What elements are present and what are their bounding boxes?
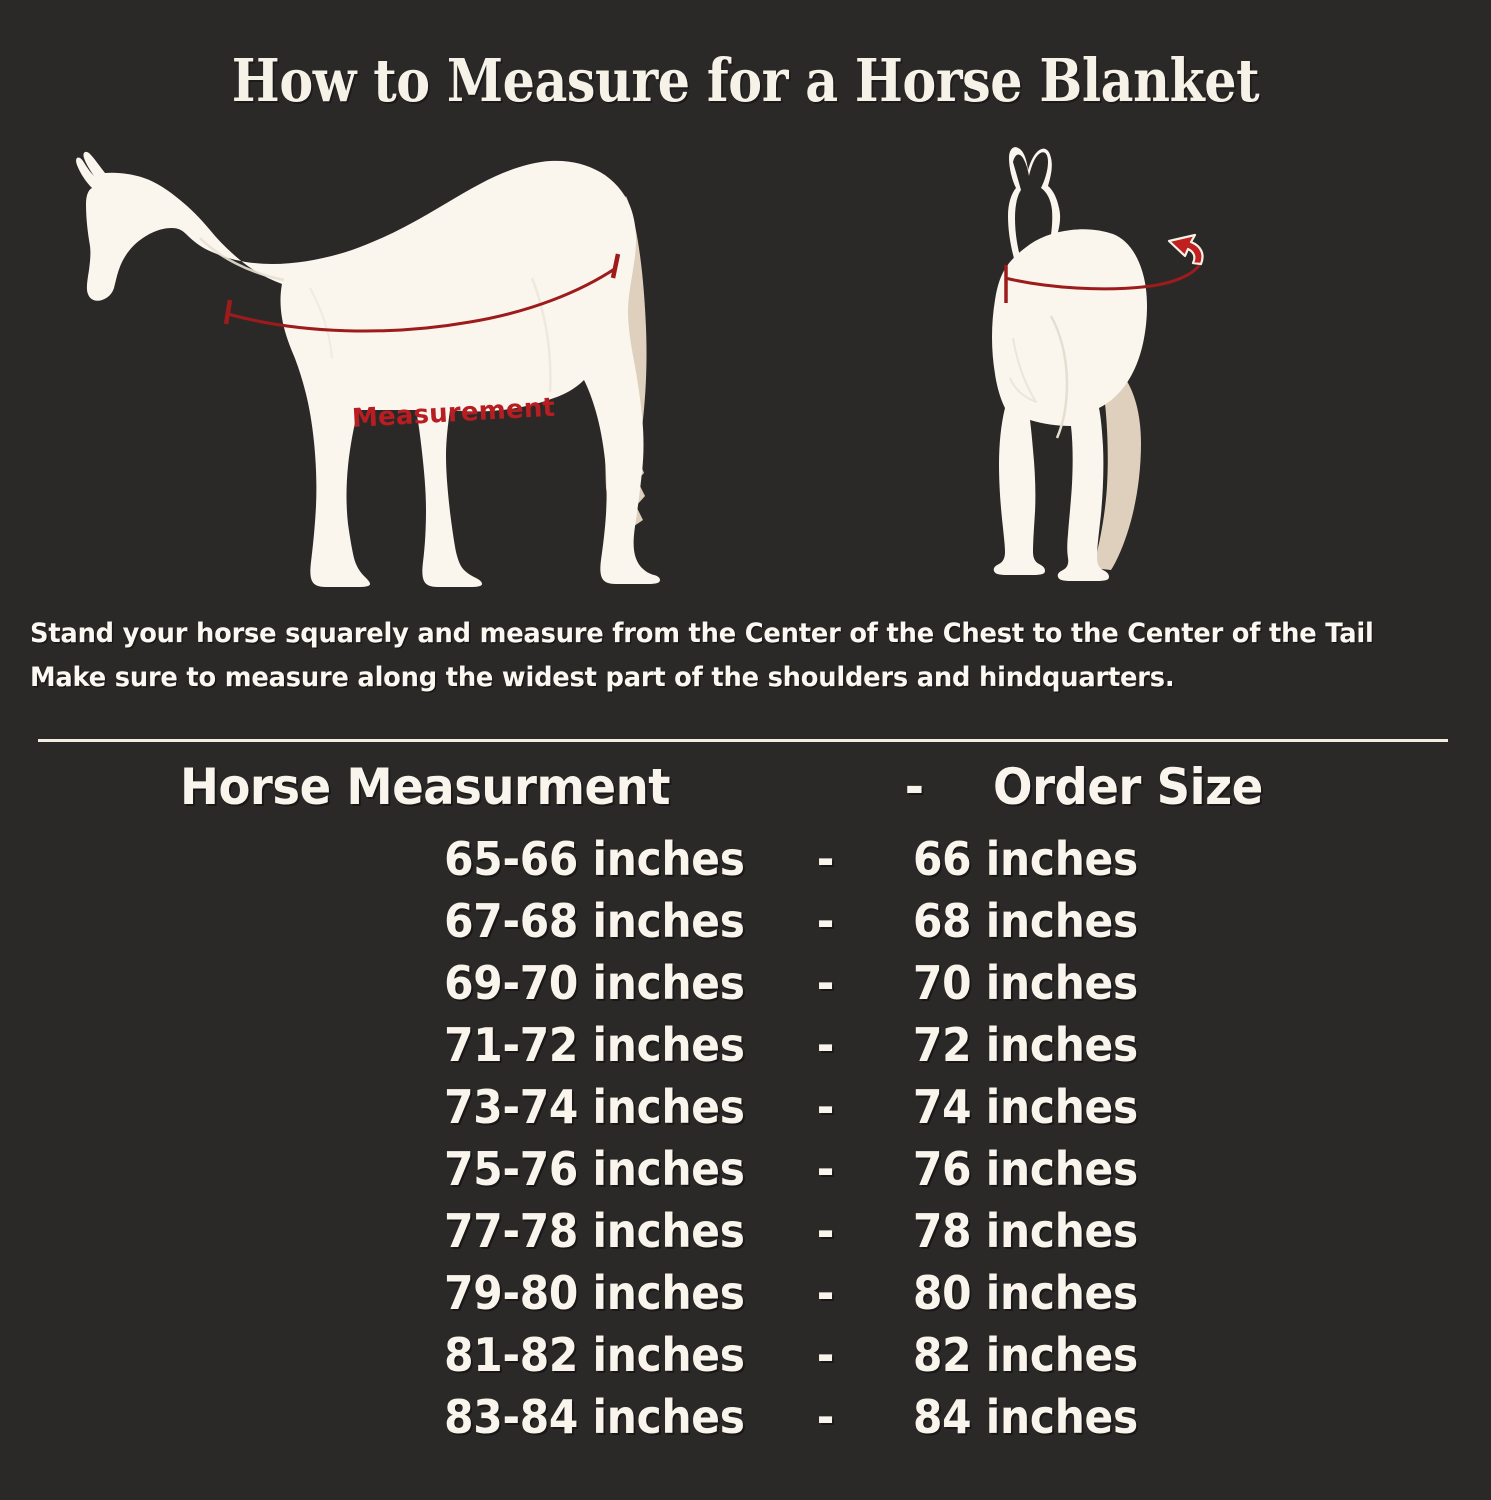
header-order-size: Order Size [992, 758, 1263, 816]
page-title: How to Measure for a Horse Blanket [231, 46, 1260, 115]
cell-separator: - [816, 956, 834, 1010]
instructions-text: Stand your horse squarely and measure fr… [30, 612, 1417, 700]
cell-separator: - [816, 1390, 834, 1444]
cell-measurement: 79-80 inches [444, 1266, 745, 1320]
cell-order-size: 66 inches [913, 832, 1138, 886]
cell-separator: - [816, 894, 834, 948]
horse-rear-view-icon [992, 147, 1204, 581]
cell-order-size: 82 inches [913, 1328, 1138, 1382]
cell-separator: - [816, 1204, 834, 1258]
cell-order-size: 76 inches [913, 1142, 1138, 1196]
table-row: 65-66 inches - 66 inches [0, 832, 1491, 894]
cell-order-size: 84 inches [913, 1390, 1138, 1444]
cell-order-size: 72 inches [913, 1018, 1138, 1072]
table-body: 65-66 inches - 66 inches 67-68 inches - 68 in… [0, 832, 1491, 1452]
cell-separator: - [816, 1018, 834, 1072]
header-separator: - [904, 758, 924, 816]
section-divider [38, 739, 1448, 742]
cell-measurement: 69-70 inches [444, 956, 745, 1010]
measurement-line [223, 253, 621, 333]
table-row: 67-68 inches - 68 inches [0, 894, 1491, 956]
cell-order-size: 80 inches [913, 1266, 1138, 1320]
cell-separator: - [816, 832, 834, 886]
cell-order-size: 70 inches [913, 956, 1138, 1010]
size-chart-table: Horse Measurment - Order Size 65-66 inch… [0, 758, 1491, 1452]
measurement-arrow [1004, 261, 1203, 303]
cell-measurement: 67-68 inches [444, 894, 745, 948]
table-row: 69-70 inches - 70 inches [0, 956, 1491, 1018]
table-row: 75-76 inches - 76 inches [0, 1142, 1491, 1204]
table-row: 71-72 inches - 72 inches [0, 1018, 1491, 1080]
header-measurement: Horse Measurment [180, 758, 670, 816]
table-row: 73-74 inches - 74 inches [0, 1080, 1491, 1142]
cell-measurement: 75-76 inches [444, 1142, 745, 1196]
cell-separator: - [816, 1142, 834, 1196]
cell-measurement: 71-72 inches [444, 1018, 745, 1072]
cell-order-size: 68 inches [913, 894, 1138, 948]
cell-order-size: 74 inches [913, 1080, 1138, 1134]
cell-measurement: 83-84 inches [444, 1390, 745, 1444]
table-header-row: Horse Measurment - Order Size [0, 758, 1491, 832]
table-row: 79-80 inches - 80 inches [0, 1266, 1491, 1328]
illustration-area: Measurement [0, 128, 1491, 598]
cell-measurement: 65-66 inches [444, 832, 745, 886]
cell-order-size: 78 inches [913, 1204, 1138, 1258]
table-row: 77-78 inches - 78 inches [0, 1204, 1491, 1266]
cell-measurement: 77-78 inches [444, 1204, 745, 1258]
cell-separator: - [816, 1080, 834, 1134]
instructions-line-2: Make sure to measure along the widest pa… [30, 662, 1175, 693]
cell-separator: - [816, 1328, 834, 1382]
cell-separator: - [816, 1266, 834, 1320]
cell-measurement: 81-82 inches [444, 1328, 745, 1382]
horse-side-view-icon [76, 151, 660, 588]
cell-measurement: 73-74 inches [444, 1080, 745, 1134]
instructions-line-1: Stand your horse squarely and measure fr… [30, 618, 1374, 649]
table-row: 81-82 inches - 82 inches [0, 1328, 1491, 1390]
arrow-head-icon [1167, 233, 1204, 266]
table-row: 83-84 inches - 84 inches [0, 1390, 1491, 1452]
